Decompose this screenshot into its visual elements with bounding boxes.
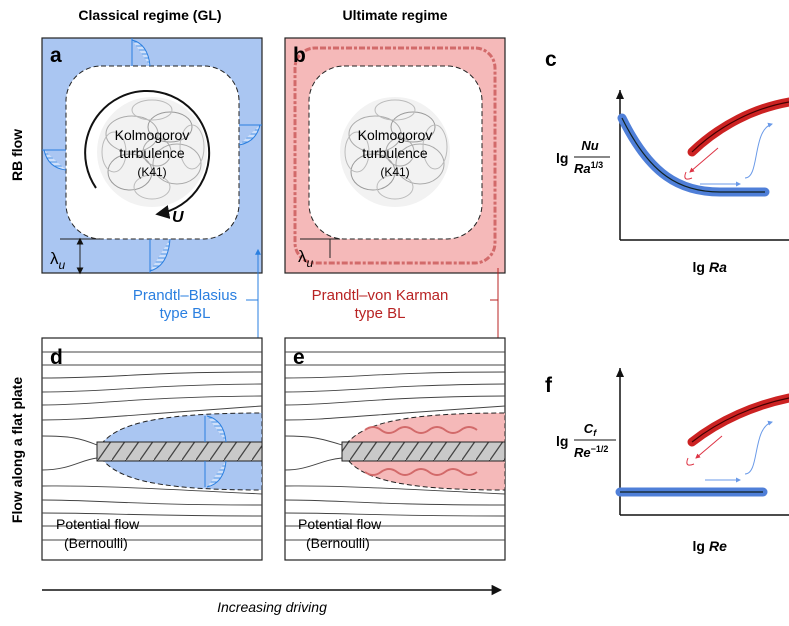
- column-header: Ultimate regime: [342, 7, 447, 23]
- lambda-sub: u: [307, 256, 314, 270]
- potential-label: Potential flow: [56, 516, 140, 532]
- center-text: Kolmogorov: [358, 127, 433, 143]
- potential-label: (Bernoulli): [306, 535, 370, 551]
- axis-label: lg: [556, 150, 568, 166]
- lambda: λ: [50, 249, 59, 268]
- bl-label: type BL: [160, 305, 211, 322]
- axis-label: Nu: [581, 138, 598, 153]
- panel-a: a Kolmogorov turbulence (K41) U λu: [41, 37, 263, 275]
- center-text: (K41): [137, 165, 166, 179]
- bl-label: Prandtl–von Karman: [312, 287, 449, 304]
- panel-label: a: [50, 44, 62, 67]
- axis-label: lg: [693, 538, 705, 554]
- panel-label: e: [293, 346, 305, 369]
- center-text: turbulence: [362, 145, 428, 161]
- axis-label: lg: [693, 259, 705, 275]
- axis-label: Cf: [584, 421, 597, 438]
- potential-label: (Bernoulli): [64, 535, 128, 551]
- lambda-sub: u: [59, 258, 66, 272]
- panel-f: f lg Cf Re−1/2 lg Re: [545, 368, 789, 554]
- driving-label: Increasing driving: [217, 599, 327, 615]
- axis-label: lg: [556, 433, 568, 449]
- axis-label-exp: 1/3: [591, 160, 604, 170]
- center-text: (K41): [380, 165, 409, 179]
- axis-label: Ra: [709, 259, 727, 275]
- panel-c: c lg Nu Ra1/3 lg Ra: [545, 48, 789, 275]
- velocity-label: U: [172, 209, 184, 226]
- axis-label-sub: f: [593, 428, 597, 438]
- panel-b: b Kolmogorov turbulence (K41) λu: [284, 37, 506, 274]
- panel-label: f: [545, 374, 553, 397]
- panel-label: c: [545, 48, 557, 71]
- panel-e: e Potential flow (Bernoulli): [284, 337, 506, 561]
- panel-d: d Potential flow (Bernoulli): [41, 337, 263, 561]
- axis-label: Re−1/2: [574, 444, 608, 460]
- bl-label: type BL: [355, 305, 406, 322]
- row-header: Flow along a flat plate: [9, 377, 25, 523]
- center-text: turbulence: [119, 145, 185, 161]
- panel-label: d: [50, 346, 63, 369]
- axis-label-den: Re: [574, 445, 591, 460]
- panel-label: b: [293, 44, 306, 67]
- axis-label: Ra1/3: [574, 160, 603, 176]
- column-header: Classical regime (GL): [78, 7, 221, 23]
- axis-label-num: C: [584, 421, 594, 436]
- potential-label: Potential flow: [298, 516, 382, 532]
- center-text: Kolmogorov: [115, 127, 190, 143]
- axis-label-exp: −1/2: [591, 444, 609, 454]
- thickness-label: λu: [50, 249, 66, 272]
- row-header: RB flow: [9, 129, 25, 181]
- axis-label: Re: [709, 538, 727, 554]
- bl-label: Prandtl–Blasius: [133, 287, 237, 304]
- axis-label-den: Ra: [574, 161, 591, 176]
- thickness-label: λu: [298, 247, 314, 270]
- lambda: λ: [298, 247, 307, 266]
